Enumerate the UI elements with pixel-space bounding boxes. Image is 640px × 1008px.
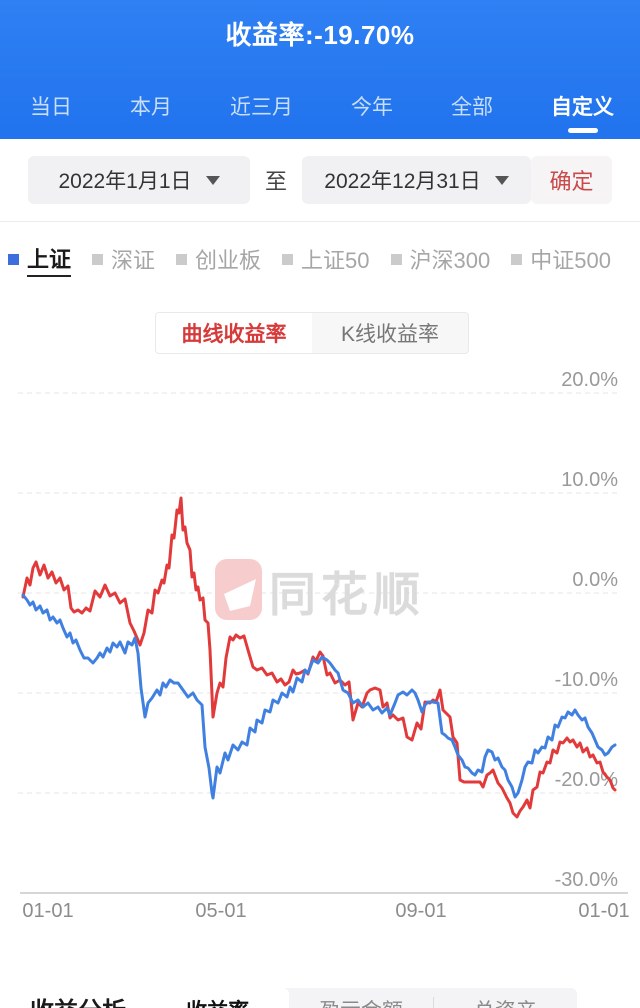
legend-marker-icon bbox=[8, 253, 19, 265]
tab-custom[interactable]: 自定义 bbox=[551, 91, 614, 121]
svg-text:09-01: 09-01 bbox=[395, 900, 446, 922]
legend-marker-icon bbox=[92, 253, 104, 265]
tab-return-rate[interactable]: 收益率 bbox=[146, 988, 290, 1008]
svg-text:-20.0%: -20.0% bbox=[555, 769, 619, 791]
tab-total-assets[interactable]: 总资产 bbox=[434, 988, 577, 1008]
svg-text:0.0%: 0.0% bbox=[572, 569, 618, 591]
legend-item-shangzheng50[interactable]: 上证50 bbox=[282, 243, 370, 275]
index-legend: 上证 深证 创业板 上证50 沪深300 中证500 bbox=[8, 238, 638, 280]
svg-text:10.0%: 10.0% bbox=[561, 469, 618, 491]
watermark: 同花顺 bbox=[215, 559, 425, 621]
legend-marker-icon bbox=[282, 253, 294, 265]
svg-text:01-01: 01-01 bbox=[22, 900, 73, 922]
legend-marker-icon bbox=[176, 253, 188, 265]
return-chart-svg: 20.0% 10.0% 0.0% -10.0% -20.0% -30.0% 同花顺 01-01… bbox=[18, 369, 630, 922]
return-chart[interactable]: 20.0% 10.0% 0.0% -10.0% -20.0% -30.0% 同花顺 01-01… bbox=[0, 360, 640, 935]
section-title: 收益分析 bbox=[30, 991, 126, 1008]
svg-text:-10.0%: -10.0% bbox=[555, 669, 619, 691]
header: 收益率:-19.70% 当日 本月 近三月 今年 全部 自定义 bbox=[0, 0, 640, 139]
svg-text:05-01: 05-01 bbox=[195, 900, 246, 922]
period-tabs: 当日 本月 近三月 今年 全部 自定义 bbox=[0, 88, 640, 124]
legend-item-shenzheng[interactable]: 深证 bbox=[92, 243, 155, 275]
caret-down-icon bbox=[205, 175, 220, 185]
end-date-value: 2022年12月31日 bbox=[324, 170, 481, 193]
analysis-section: 收益分析 收益率 盈亏金额 总资产 bbox=[0, 986, 640, 1008]
legend-item-zhongzheng500[interactable]: 中证500 bbox=[511, 243, 611, 275]
page-title: 收益率:-19.70% bbox=[225, 20, 415, 50]
svg-text:01-01: 01-01 bbox=[578, 900, 629, 922]
date-range-bar: 2022年1月1日 至 2022年12月31日 确定 bbox=[0, 139, 640, 222]
legend-marker-icon bbox=[390, 253, 402, 265]
start-date-value: 2022年1月1日 bbox=[58, 170, 192, 193]
tab-pnl-amount[interactable]: 盈亏金额 bbox=[289, 988, 432, 1008]
end-date-picker[interactable]: 2022年12月31日 bbox=[302, 156, 531, 204]
tab-kline-return[interactable]: K线收益率 bbox=[312, 313, 468, 353]
confirm-button[interactable]: 确定 bbox=[530, 156, 613, 204]
tab-separator bbox=[432, 997, 434, 1008]
legend-item-hushen300[interactable]: 沪深300 bbox=[390, 243, 490, 275]
analysis-tabs: 收益率 盈亏金额 总资产 bbox=[146, 988, 577, 1008]
tab-today[interactable]: 当日 bbox=[30, 96, 72, 119]
caret-down-icon bbox=[494, 175, 509, 185]
tab-curve-return[interactable]: 曲线收益率 bbox=[156, 313, 312, 353]
chart-type-switch: 曲线收益率 K线收益率 bbox=[155, 312, 469, 354]
legend-marker-icon bbox=[511, 253, 523, 265]
svg-text:-30.0%: -30.0% bbox=[555, 869, 619, 891]
tab-this-month[interactable]: 本月 bbox=[130, 96, 172, 119]
tab-all[interactable]: 全部 bbox=[451, 96, 493, 119]
to-label: 至 bbox=[265, 169, 288, 194]
svg-text:同花顺: 同花顺 bbox=[269, 568, 425, 621]
svg-text:20.0%: 20.0% bbox=[561, 369, 618, 391]
legend-item-chuangyeban[interactable]: 创业板 bbox=[176, 243, 261, 275]
start-date-picker[interactable]: 2022年1月1日 bbox=[28, 156, 251, 204]
tab-this-year[interactable]: 今年 bbox=[351, 96, 393, 119]
legend-item-shangzheng[interactable]: 上证 bbox=[8, 242, 72, 277]
tab-last-3-months[interactable]: 近三月 bbox=[230, 96, 293, 119]
